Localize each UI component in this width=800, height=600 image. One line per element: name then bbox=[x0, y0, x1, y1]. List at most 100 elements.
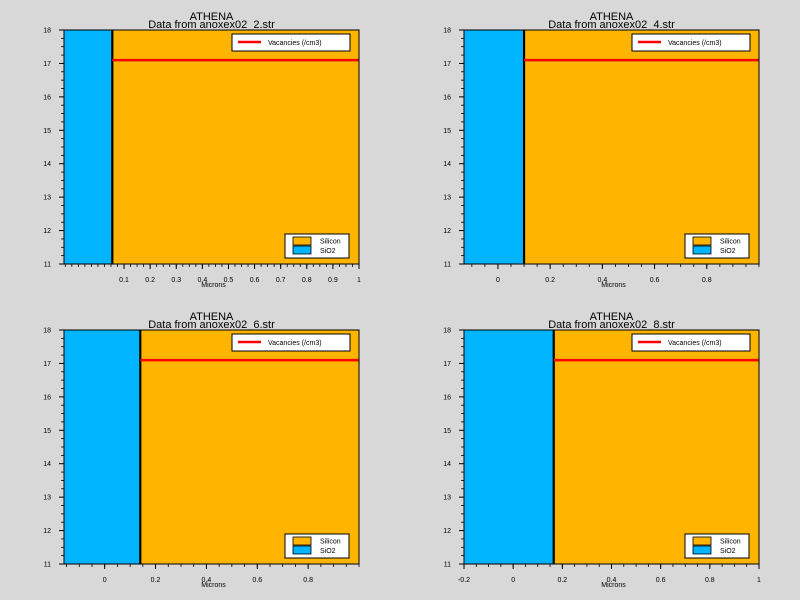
y-tick-label: 17 bbox=[443, 361, 451, 368]
legend-label-sio2: SiO2 bbox=[320, 248, 336, 255]
chart-subtitle: Data from anoxex02_4.str bbox=[548, 19, 675, 31]
legend-box bbox=[231, 333, 351, 352]
x-axis-label: Microns bbox=[201, 582, 226, 589]
legend-label-vacancies: Vacancies (/cm3) bbox=[668, 40, 722, 47]
y-tick-label: 15 bbox=[443, 428, 451, 435]
legend-swatch-silicon bbox=[692, 536, 712, 546]
y-tick-label: 15 bbox=[43, 128, 51, 135]
y-tick-label: 14 bbox=[443, 461, 451, 468]
y-tick-label: 17 bbox=[43, 361, 51, 368]
x-axis-label: Microns bbox=[601, 282, 626, 289]
y-tick-label: 12 bbox=[43, 228, 51, 235]
y-tick-label: 16 bbox=[443, 394, 451, 401]
y-tick-label: 11 bbox=[444, 262, 451, 269]
region-sio2 bbox=[464, 30, 525, 264]
chart-title: ATHENA bbox=[590, 11, 634, 23]
chart-subtitle: Data from anoxex02_6.str bbox=[148, 319, 275, 331]
y-tick-label: 17 bbox=[443, 61, 451, 68]
region-silicon bbox=[140, 330, 359, 564]
legend-label-sio2: SiO2 bbox=[720, 548, 736, 555]
x-tick-label: -0.2 bbox=[458, 577, 470, 584]
x-tick-label: 0.2 bbox=[545, 277, 555, 284]
chart-title: ATHENA bbox=[590, 311, 634, 323]
legend-vacancies: Vacancies (/cm3) bbox=[231, 33, 351, 52]
y-tick-label: 15 bbox=[443, 128, 451, 135]
x-tick-label: 0.2 bbox=[151, 577, 161, 584]
x-tick-label: 0.8 bbox=[702, 277, 712, 284]
y-tick-label: 18 bbox=[43, 328, 51, 335]
legend-vacancies: Vacancies (/cm3) bbox=[631, 33, 751, 52]
y-tick-label: 16 bbox=[43, 394, 51, 401]
y-tick-label: 18 bbox=[443, 328, 451, 335]
y-tick-label: 16 bbox=[443, 94, 451, 101]
y-tick-label: 13 bbox=[43, 195, 51, 202]
x-tick-label: 0 bbox=[103, 577, 107, 584]
x-tick-label: 0.4 bbox=[197, 277, 207, 284]
chart-subtitle: Data from anoxex02_2.str bbox=[148, 19, 275, 31]
x-tick-label: 0.2 bbox=[145, 277, 155, 284]
chart-title: ATHENA bbox=[190, 11, 234, 23]
legend-label-vacancies: Vacancies (/cm3) bbox=[268, 40, 322, 47]
region-silicon bbox=[524, 30, 759, 264]
legend-label-sio2: SiO2 bbox=[720, 248, 736, 255]
y-tick-label: 15 bbox=[43, 428, 51, 435]
legend-box bbox=[631, 33, 751, 52]
y-tick-label: 13 bbox=[443, 195, 451, 202]
y-tick-label: 11 bbox=[44, 562, 51, 569]
x-tick-label: 0.5 bbox=[224, 277, 234, 284]
legend-label-vacancies: Vacancies (/cm3) bbox=[268, 340, 322, 347]
legend-swatch-sio2 bbox=[692, 245, 712, 255]
x-tick-label: 0.8 bbox=[302, 277, 312, 284]
y-tick-label: 13 bbox=[443, 495, 451, 502]
x-axis-label: Microns bbox=[601, 582, 626, 589]
x-tick-label: 0.9 bbox=[328, 277, 338, 284]
legend-box bbox=[231, 33, 351, 52]
region-silicon bbox=[112, 30, 359, 264]
y-tick-label: 11 bbox=[444, 562, 451, 569]
legend-materials: Silicon SiO2 bbox=[684, 233, 750, 259]
legend-box bbox=[631, 333, 751, 352]
x-tick-label: 0.1 bbox=[119, 277, 129, 284]
legend-label-vacancies: Vacancies (/cm3) bbox=[668, 340, 722, 347]
legend-swatch-silicon bbox=[292, 236, 312, 246]
y-tick-label: 14 bbox=[443, 161, 451, 168]
y-tick-label: 12 bbox=[443, 528, 451, 535]
x-tick-label: 0.6 bbox=[252, 577, 262, 584]
legend-swatch-sio2 bbox=[292, 545, 312, 555]
x-tick-label: 0.8 bbox=[303, 577, 313, 584]
x-tick-label: 1 bbox=[757, 577, 761, 584]
x-tick-label: 0.6 bbox=[656, 577, 666, 584]
y-tick-label: 18 bbox=[443, 28, 451, 35]
region-sio2 bbox=[464, 330, 554, 564]
legend-label-silicon: Silicon bbox=[320, 539, 341, 546]
x-tick-label: 0.4 bbox=[202, 577, 212, 584]
legend-label-sio2: SiO2 bbox=[320, 548, 336, 555]
y-tick-label: 17 bbox=[43, 61, 51, 68]
legend-swatch-silicon bbox=[292, 536, 312, 546]
legend-label-silicon: Silicon bbox=[720, 539, 741, 546]
x-tick-label: 0 bbox=[496, 277, 500, 284]
legend-materials: Silicon SiO2 bbox=[284, 233, 350, 259]
x-tick-label: 0.6 bbox=[650, 277, 660, 284]
y-tick-label: 13 bbox=[43, 495, 51, 502]
region-sio2 bbox=[64, 30, 113, 264]
y-tick-label: 16 bbox=[43, 94, 51, 101]
x-tick-label: 0.7 bbox=[276, 277, 286, 284]
y-tick-label: 14 bbox=[43, 161, 51, 168]
chart-subtitle: Data from anoxex02_8.str bbox=[548, 319, 675, 331]
x-tick-label: 0.4 bbox=[597, 277, 607, 284]
x-tick-label: 0.3 bbox=[171, 277, 181, 284]
y-tick-label: 18 bbox=[43, 28, 51, 35]
x-tick-label: 0.8 bbox=[705, 577, 715, 584]
chart-title: ATHENA bbox=[190, 311, 234, 323]
y-tick-label: 11 bbox=[44, 262, 51, 269]
legend-swatch-sio2 bbox=[292, 245, 312, 255]
legend-swatch-silicon bbox=[692, 236, 712, 246]
x-tick-label: 1 bbox=[357, 277, 361, 284]
y-tick-label: 14 bbox=[43, 461, 51, 468]
